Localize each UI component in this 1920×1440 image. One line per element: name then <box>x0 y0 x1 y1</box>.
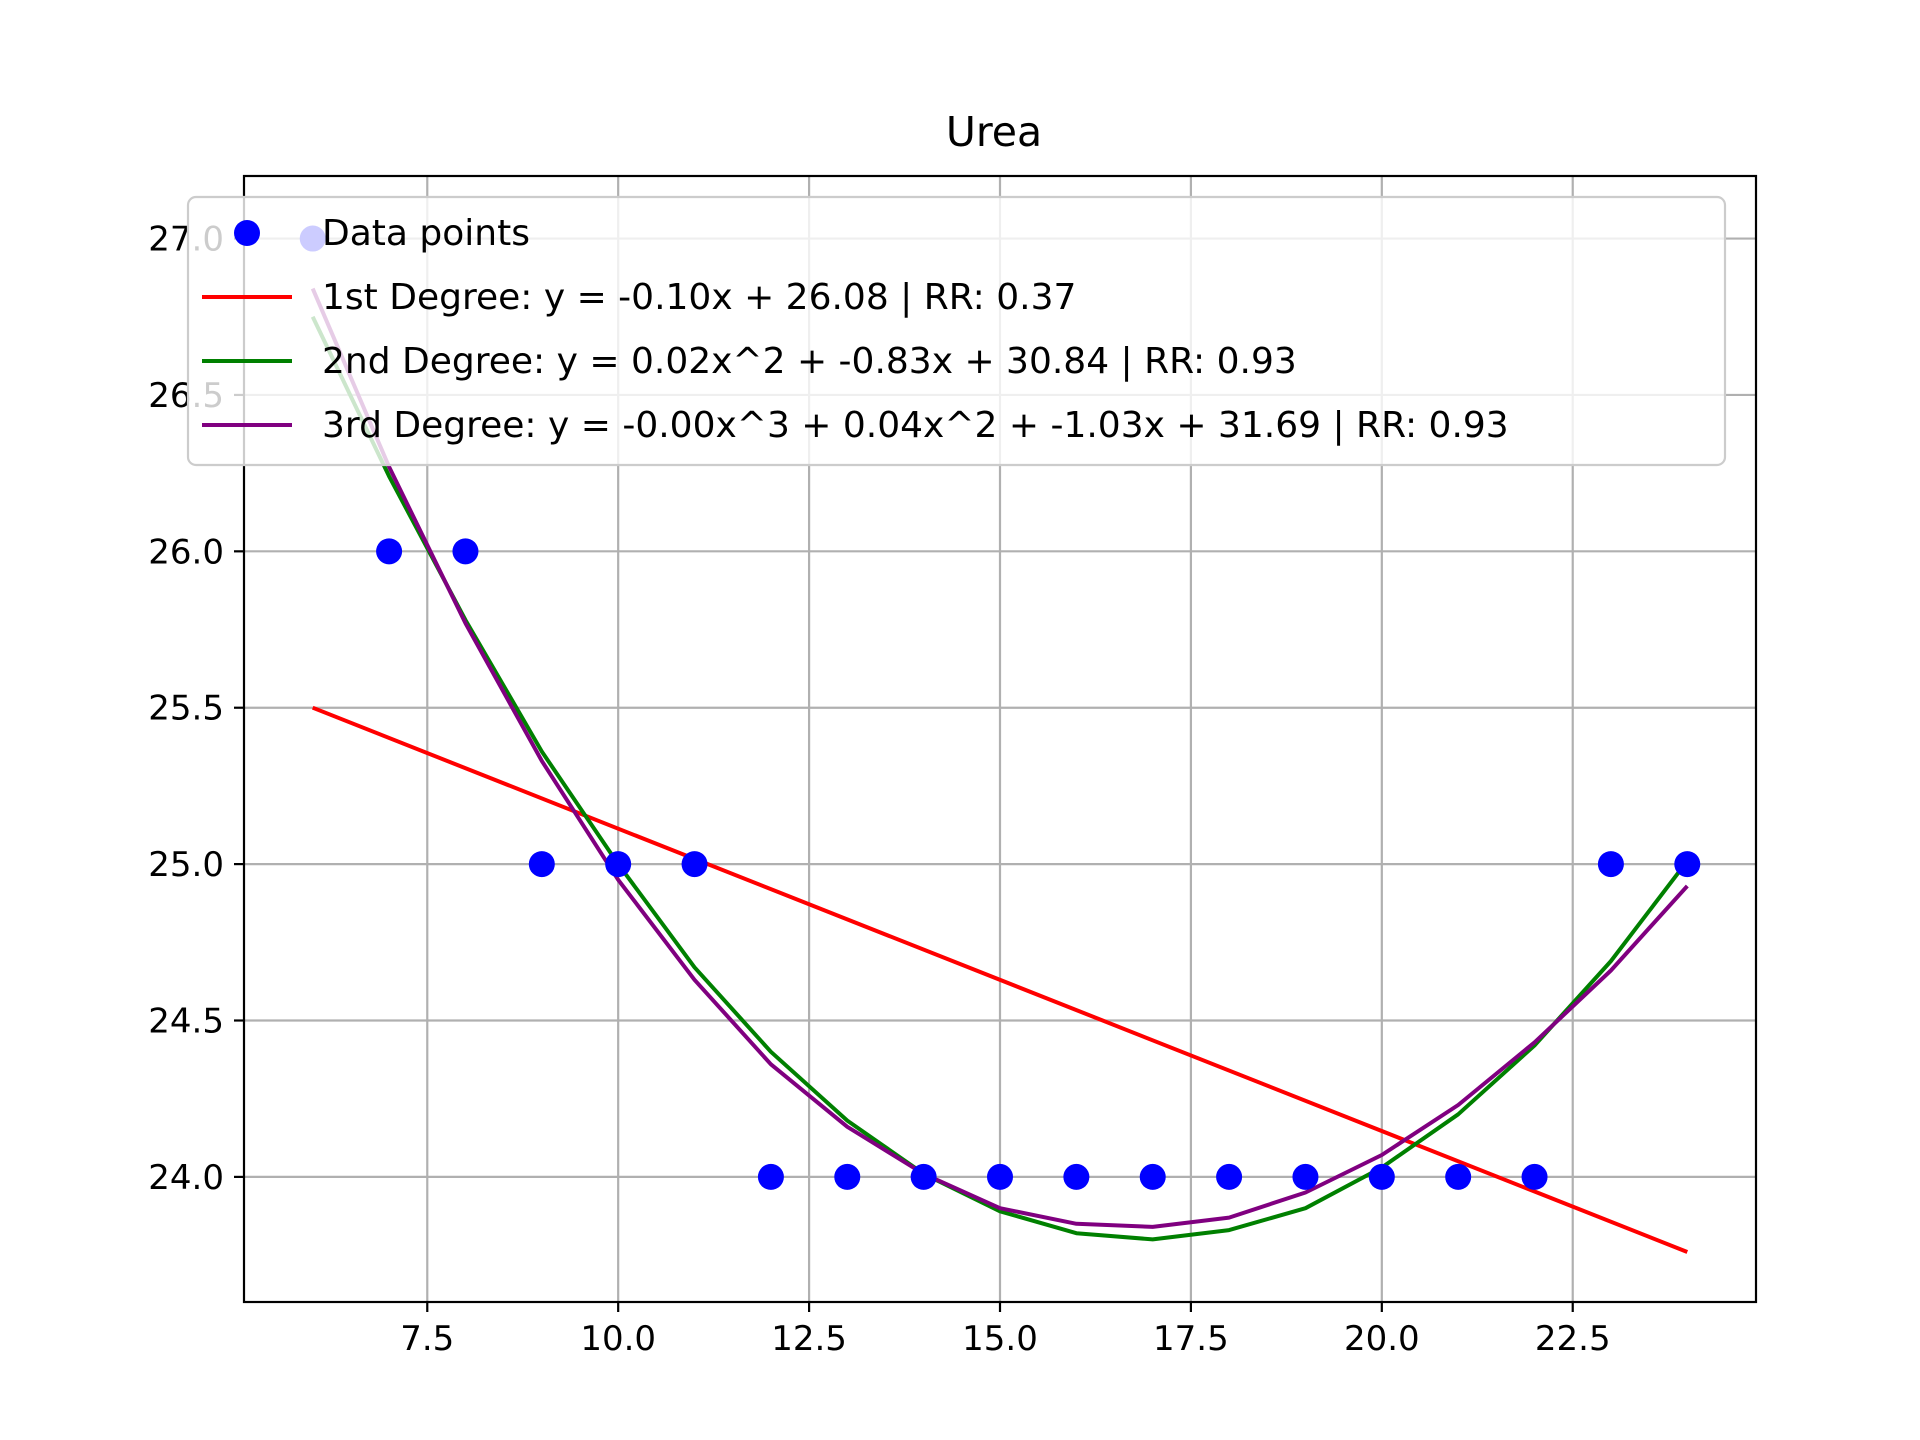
legend-box <box>186 195 1727 467</box>
x-tick-label: 10.0 <box>580 1319 656 1359</box>
x-tick-label: 7.5 <box>400 1319 454 1359</box>
chart-title: Urea <box>946 108 1042 156</box>
legend-label-3rd-degree: 3rd Degree: y = -0.00x^3 + 0.04x^2 + -1.… <box>322 405 1509 446</box>
legend: Data points 1st Degree: y = -0.10x + 26.… <box>186 195 1727 467</box>
x-tick-label: 15.0 <box>962 1319 1038 1359</box>
fit-line-1st-degree <box>311 705 1689 1254</box>
data-point <box>681 851 708 878</box>
data-point <box>1597 851 1624 878</box>
x-tick-label: 17.5 <box>1153 1319 1229 1359</box>
data-point <box>452 538 479 565</box>
data-point <box>1063 1163 1090 1190</box>
fit-line-3rd-degree <box>310 287 1689 1229</box>
x-tick-label: 22.5 <box>1535 1319 1611 1359</box>
data-point <box>1521 1163 1548 1190</box>
data-point <box>1368 1163 1395 1190</box>
legend-label-2nd-degree: 2nd Degree: y = 0.02x^2 + -0.83x + 30.84… <box>322 341 1297 382</box>
data-point <box>1674 851 1701 878</box>
legend-marker-data-points <box>234 220 260 246</box>
legend-label-data-points: Data points <box>322 213 530 254</box>
data-point <box>987 1163 1013 1190</box>
data-point <box>1292 1163 1319 1190</box>
data-point <box>910 1163 937 1190</box>
data-points <box>299 225 1701 1190</box>
data-point <box>1216 1163 1243 1190</box>
data-point <box>834 1163 861 1190</box>
y-tick-label: 26.0 <box>148 532 224 572</box>
data-point <box>1139 1163 1166 1190</box>
fit-line-2nd-degree <box>310 315 1689 1242</box>
data-point <box>376 538 403 565</box>
y-tick-label: 24.0 <box>148 1158 224 1198</box>
data-point <box>605 851 632 878</box>
x-tick-label: 20.0 <box>1344 1319 1420 1359</box>
legend-label-1st-degree: 1st Degree: y = -0.10x + 26.08 | RR: 0.3… <box>322 277 1076 318</box>
data-point <box>757 1163 784 1190</box>
data-point <box>1445 1163 1472 1190</box>
axes: 7.5 10.0 12.5 15.0 17.5 20.0 22.5 24.0 24.5 25.0 2… <box>148 174 1758 1359</box>
series-lines <box>310 287 1689 1254</box>
data-point <box>528 851 555 878</box>
y-tick-label: 25.0 <box>148 845 224 885</box>
y-tick-label: 24.5 <box>148 1002 224 1042</box>
x-tick-label: 12.5 <box>771 1319 847 1359</box>
y-tick-label: 25.5 <box>148 689 224 729</box>
